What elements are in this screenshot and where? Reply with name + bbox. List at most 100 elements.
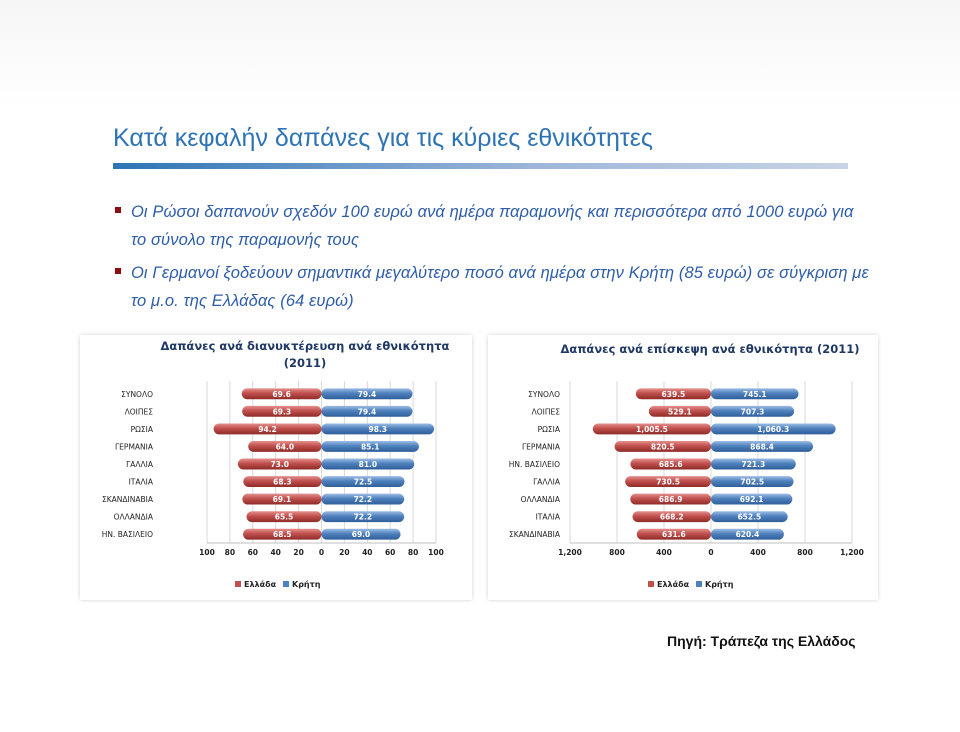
category-label: ΣΥΝΟΛΟ (528, 390, 560, 399)
bar-crete (321, 476, 405, 487)
data-label-crete: 72.2 (354, 495, 373, 504)
bar-crete (711, 388, 799, 400)
data-label-greece: 64.0 (276, 442, 295, 451)
chart-title: (2011) (284, 356, 327, 370)
data-label-greece: 69.6 (272, 390, 291, 399)
bullet-item: Οι Γερμανοί ξοδεύουν σημαντικά μεγαλύτερ… (113, 259, 873, 315)
category-label: ΓΑΛΛΙΑ (533, 478, 561, 487)
bar-crete (711, 441, 814, 452)
category-label: ΓΕΡΜΑΝΙΑ (115, 442, 154, 451)
bar-crete (711, 476, 794, 487)
slide-title: Κατά κεφαλήν δαπάνες για τις κύριες εθνι… (113, 124, 653, 152)
x-tick-label: 1,200 (558, 548, 582, 557)
x-tick-label: 100 (428, 548, 444, 557)
bar-crete (321, 441, 419, 452)
data-label-crete: 692.1 (740, 495, 764, 504)
data-label-crete: 707.3 (741, 407, 765, 416)
category-label: ΟΛΛΑΝΔΙΑ (521, 495, 561, 504)
bar-crete (321, 511, 405, 523)
category-label: ΡΩΣΙΑ (538, 425, 561, 434)
data-label-crete: 652.5 (737, 513, 761, 522)
source-note: Πηγή: Τράπεζα της Ελλάδος (667, 633, 856, 649)
chart-spend-per-visit-svg: Δαπάνες ανά επίσκεψη ανά εθνικότητα (201… (509, 342, 864, 589)
data-label-crete: 721.3 (742, 460, 766, 469)
data-label-crete: 72.5 (354, 478, 373, 487)
chart-spend-per-visit: Δαπάνες ανά επίσκεψη ανά εθνικότητα (201… (488, 335, 878, 600)
data-label-crete: 98.3 (369, 425, 388, 434)
bar-crete (711, 493, 793, 505)
category-label: ΟΛΛΑΝΔΙΑ (114, 513, 154, 522)
bar-crete (321, 458, 415, 470)
chart-spend-per-night-svg: Δαπάνες ανά διανυκτέρευση ανά εθνικότητα… (102, 339, 450, 589)
category-label: ΙΤΑΛΙΑ (536, 513, 561, 522)
bar-greece (246, 511, 322, 523)
data-label-crete: 1,060.3 (757, 425, 789, 434)
bar-crete (321, 405, 413, 417)
x-tick-label: 20 (339, 548, 349, 557)
bar-greece (242, 405, 322, 417)
data-label-crete: 81.0 (359, 460, 378, 469)
data-label-greece: 69.1 (273, 495, 292, 504)
category-label: ΙΤΑΛΙΑ (129, 478, 154, 487)
bar-greece (614, 441, 711, 452)
bar-crete (711, 405, 795, 417)
x-tick-label: 80 (225, 548, 235, 557)
data-label-greece: 68.3 (273, 478, 292, 487)
legend-label: Ελλάδα (244, 580, 277, 589)
data-label-greece: 69.3 (273, 407, 292, 416)
data-label-crete: 79.4 (358, 407, 377, 416)
bar-crete (711, 423, 836, 435)
chart-title: Δαπάνες ανά επίσκεψη ανά εθνικότητα (201… (561, 342, 860, 356)
data-label-greece: 1,005.5 (636, 425, 668, 434)
bar-crete (321, 388, 413, 400)
bar-greece (630, 493, 711, 505)
legend-label: Κρήτη (705, 580, 734, 589)
bar-crete (321, 528, 401, 540)
category-label: ΣΚΑΝΔΙΝΑΒΙΑ (509, 530, 561, 539)
bar-greece (243, 528, 322, 540)
bar-crete (711, 511, 788, 523)
legend-swatch (235, 581, 241, 587)
category-label: ΛΟΙΠΕΣ (532, 407, 561, 416)
x-tick-label: 60 (248, 548, 258, 557)
x-tick-label: 1,200 (840, 548, 864, 557)
x-tick-label: 60 (385, 548, 395, 557)
chart-spend-per-night: Δαπάνες ανά διανυκτέρευση ανά εθνικότητα… (80, 335, 472, 600)
category-label: ΓΕΡΜΑΝΙΑ (522, 442, 561, 451)
x-tick-label: 100 (199, 548, 215, 557)
data-label-crete: 620.4 (736, 530, 760, 539)
x-tick-label: 20 (293, 548, 303, 557)
data-label-greece: 73.0 (270, 460, 289, 469)
data-label-greece: 65.5 (275, 513, 294, 522)
data-label-crete: 79.4 (358, 390, 377, 399)
category-label: ΡΩΣΙΑ (131, 425, 154, 434)
data-label-crete: 702.5 (740, 478, 764, 487)
bar-crete (711, 458, 796, 470)
data-label-crete: 85.1 (361, 442, 380, 451)
title-underline (113, 163, 848, 169)
data-label-greece: 685.6 (659, 460, 683, 469)
legend-swatch (283, 581, 289, 587)
bar-greece (237, 458, 322, 470)
x-tick-label: 800 (797, 548, 813, 557)
category-label: ΗΝ. ΒΑΣΙΛΕΙΟ (509, 460, 560, 469)
data-label-greece: 631.6 (662, 530, 686, 539)
category-label: ΗΝ. ΒΑΣΙΛΕΙΟ (102, 530, 153, 539)
data-label-greece: 529.1 (668, 407, 692, 416)
bar-greece (635, 388, 711, 400)
x-tick-label: 40 (270, 548, 280, 557)
category-label: ΛΟΙΠΕΣ (125, 407, 154, 416)
bar-greece (630, 458, 711, 470)
data-label-crete: 72.2 (354, 513, 373, 522)
data-label-crete: 69.0 (352, 530, 371, 539)
legend-label: Κρήτη (292, 580, 321, 589)
legend-label: Ελλάδα (657, 580, 690, 589)
x-tick-label: 0 (708, 548, 713, 557)
bar-greece (242, 493, 322, 505)
bar-greece (592, 423, 711, 435)
bar-greece (636, 528, 711, 540)
data-label-greece: 639.5 (662, 390, 686, 399)
data-label-greece: 686.9 (659, 495, 683, 504)
bar-greece (248, 441, 322, 452)
bar-crete (321, 493, 405, 505)
